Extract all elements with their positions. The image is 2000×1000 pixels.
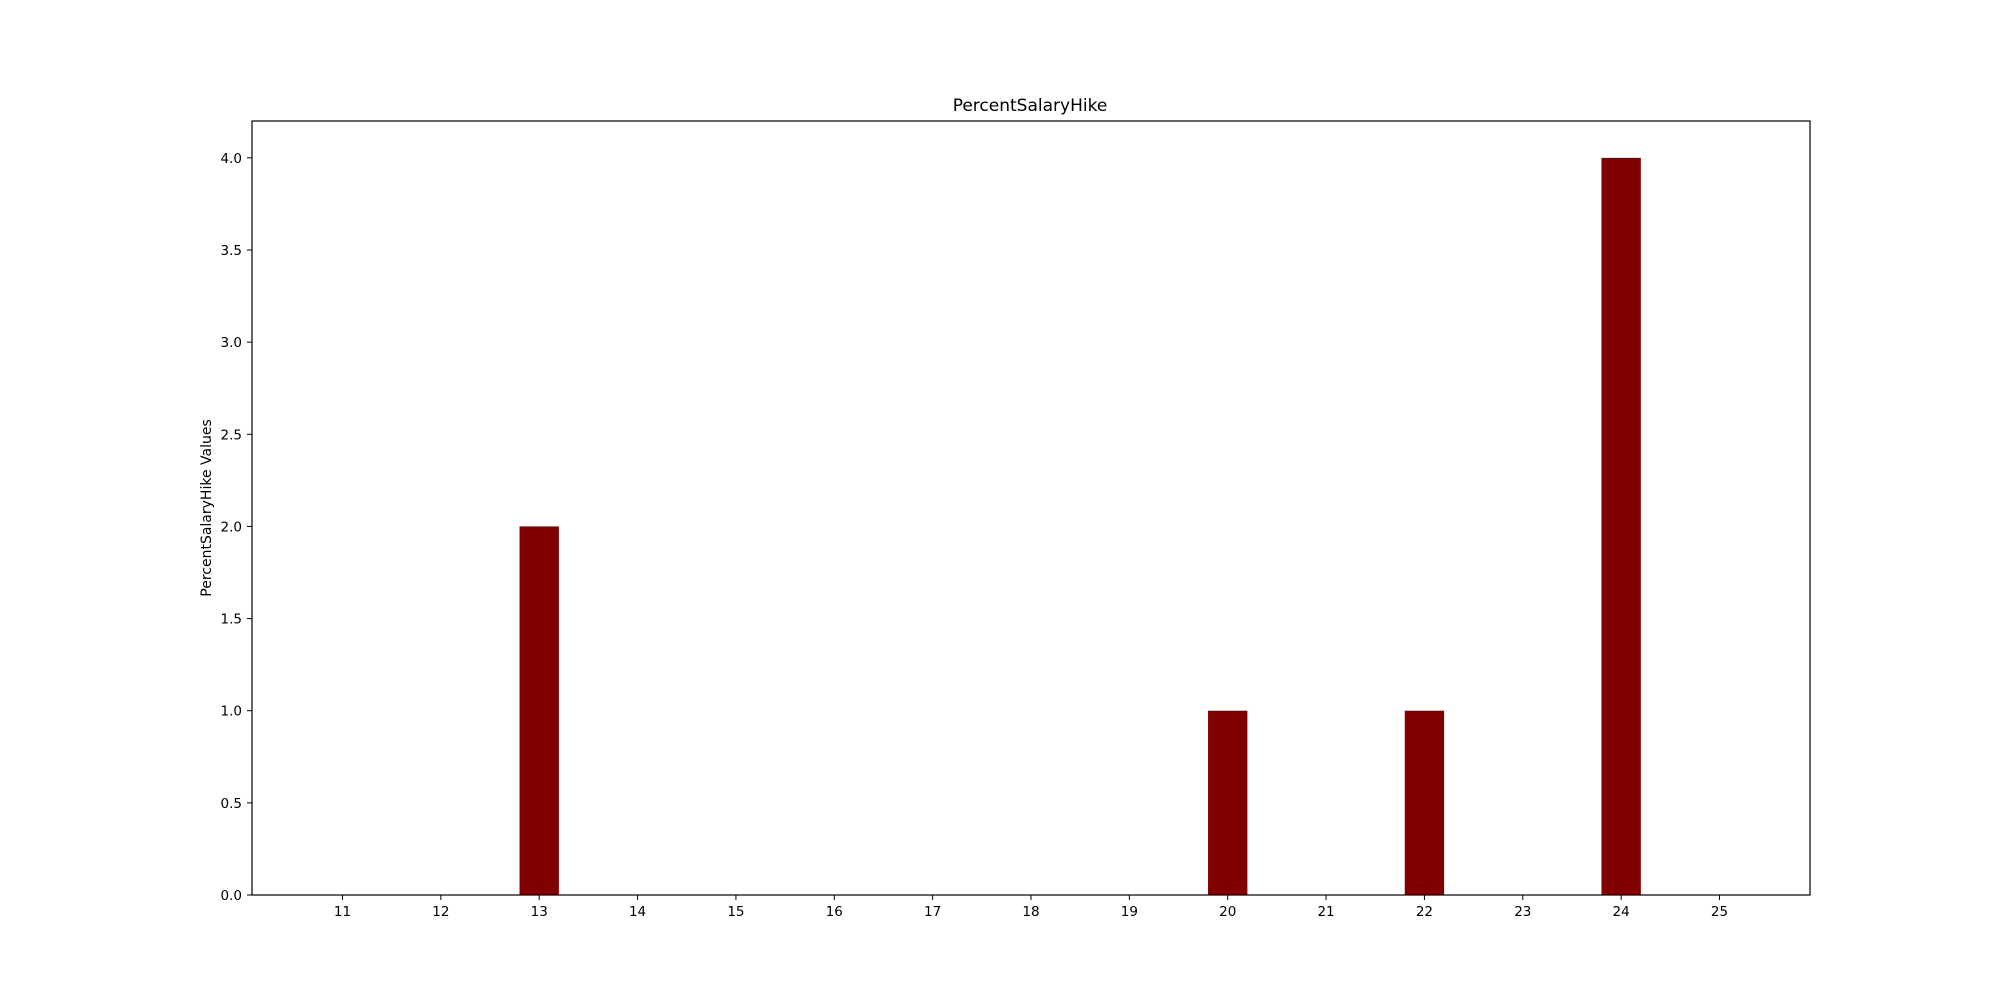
y-tick-label: 3.5	[221, 243, 242, 259]
x-tick-label: 22	[1416, 904, 1433, 920]
bars-group	[519, 157, 1641, 895]
bar-20	[1208, 710, 1248, 895]
x-tick-label: 19	[1121, 904, 1138, 920]
bar-22	[1404, 710, 1445, 895]
x-tick-label: 25	[1711, 904, 1728, 920]
y-tick-label: 2.0	[221, 519, 242, 535]
x-tick-label: 24	[1613, 904, 1630, 920]
y-tick-label: 1.0	[221, 704, 242, 720]
bar-13	[519, 526, 559, 895]
bar-24	[1601, 157, 1641, 895]
x-tick-label: 16	[826, 904, 843, 920]
y-tick-label: 3.0	[221, 335, 242, 351]
x-tick-label: 20	[1219, 904, 1236, 920]
x-tick-label: 11	[334, 904, 351, 920]
x-tick-label: 21	[1317, 904, 1334, 920]
x-axis: 11 12 13 14 15 16 17 18 19 20 21 22 23 24 25	[334, 895, 1728, 920]
y-tick-label: 0.5	[221, 796, 242, 812]
y-tick-label: 4.0	[221, 151, 242, 167]
x-tick-label: 14	[629, 904, 646, 920]
y-tick-label: 0.0	[221, 888, 242, 904]
x-tick-label: 23	[1514, 904, 1531, 920]
y-axis-label: PercentSalaryHike Values	[199, 419, 215, 596]
x-tick-label: 12	[432, 904, 449, 920]
x-tick-label: 17	[924, 904, 941, 920]
plot-frame	[251, 120, 1811, 896]
chart-title: PercentSalaryHike	[953, 96, 1108, 116]
x-tick-label: 13	[531, 904, 548, 920]
y-axis: 0.0 0.5 1.0 1.5 2.0 2.5 3.0 3.5 4.0	[221, 151, 252, 904]
y-tick-label: 2.5	[221, 427, 242, 443]
x-tick-label: 15	[727, 904, 744, 920]
y-tick-label: 1.5	[221, 612, 242, 628]
x-tick-label: 18	[1022, 904, 1039, 920]
